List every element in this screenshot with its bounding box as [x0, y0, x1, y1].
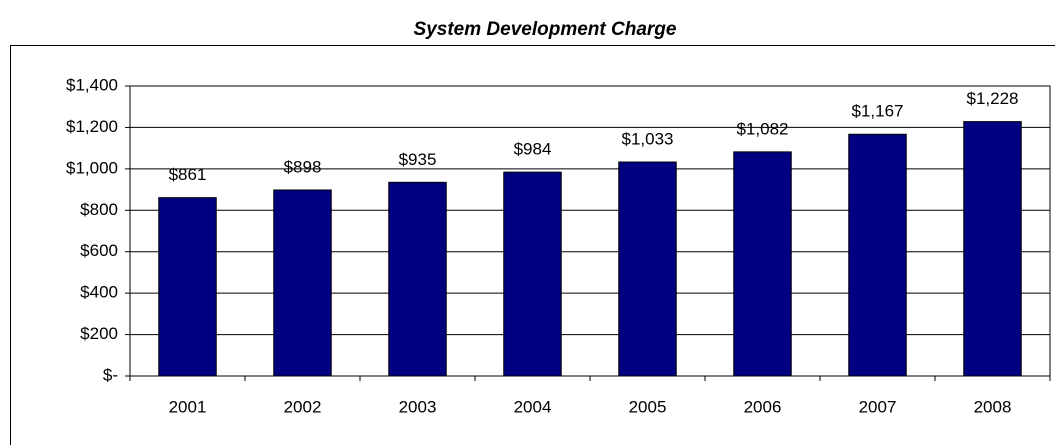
- data-label: $861: [169, 165, 207, 184]
- plot-area: [129, 85, 1051, 377]
- y-tick-label: $600: [80, 241, 118, 260]
- bar: [503, 171, 562, 377]
- x-tick-label: 2003: [399, 397, 437, 416]
- data-label: $984: [514, 140, 552, 159]
- x-tick-label: 2008: [974, 397, 1012, 416]
- bar: [158, 197, 217, 377]
- y-tick-label: $1,000: [66, 158, 118, 177]
- x-tick-label: 2005: [629, 397, 667, 416]
- y-tick-label: $1,200: [66, 117, 118, 136]
- y-tick-label: $200: [80, 324, 118, 343]
- x-tick-label: 2001: [169, 397, 207, 416]
- data-label: $1,228: [967, 89, 1019, 108]
- y-tick-label: $1,400: [66, 75, 118, 94]
- chart-title: System Development Charge: [414, 19, 677, 40]
- data-label: $935: [399, 150, 437, 169]
- y-tick-label: $800: [80, 200, 118, 219]
- bar: [618, 161, 677, 377]
- bar: [963, 121, 1022, 377]
- bar: [733, 151, 792, 377]
- x-tick-label: 2002: [284, 397, 322, 416]
- x-tick-label: 2006: [744, 397, 782, 416]
- y-tick-label: $-: [103, 365, 118, 384]
- bar: [273, 189, 332, 377]
- data-label: $1,167: [852, 102, 904, 121]
- data-label: $898: [284, 157, 322, 176]
- data-label: $1,082: [737, 119, 789, 138]
- x-tick-label: 2004: [514, 397, 552, 416]
- y-tick-label: $400: [80, 283, 118, 302]
- data-label: $1,033: [622, 130, 674, 149]
- bar: [388, 181, 447, 377]
- bar: [848, 133, 907, 377]
- x-tick-label: 2007: [859, 397, 897, 416]
